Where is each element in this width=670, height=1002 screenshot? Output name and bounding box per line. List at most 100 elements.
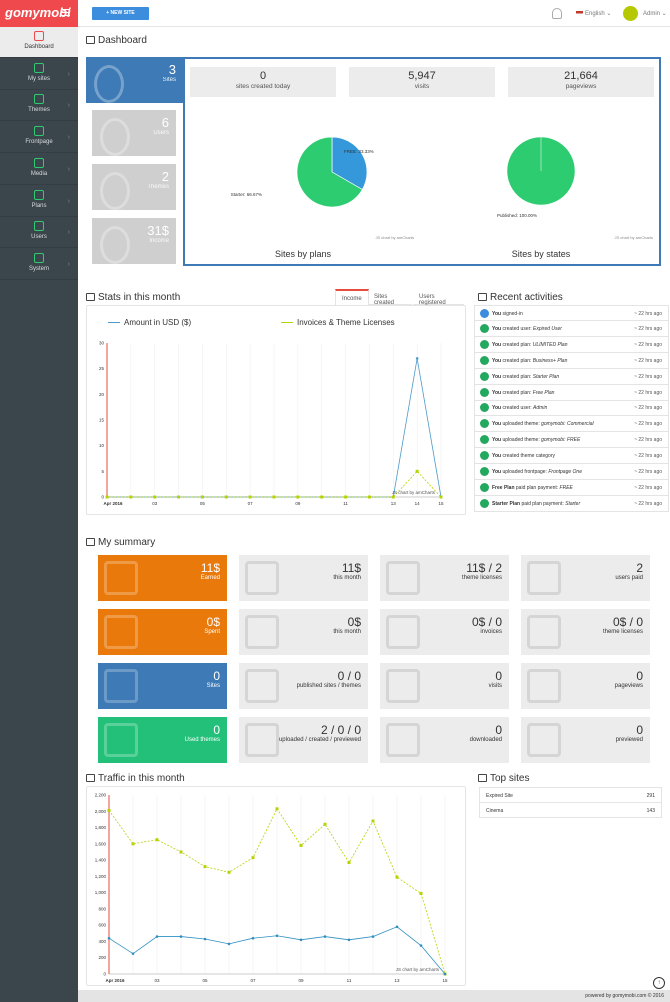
top-site-row[interactable]: Cinema 143 (479, 802, 662, 818)
tab-users-registered[interactable]: Users registered (413, 289, 464, 306)
data-point[interactable] (107, 936, 111, 940)
data-point[interactable] (155, 935, 159, 938)
tab-sites-created[interactable]: Sites created (368, 289, 412, 306)
data-point[interactable] (275, 807, 279, 811)
pie-slice[interactable] (296, 136, 363, 208)
summary-card[interactable]: 11$ / 2 theme licenses (380, 555, 509, 601)
bell-icon[interactable] (552, 8, 562, 19)
summary-card[interactable]: 11$ Earned (98, 555, 227, 601)
data-point[interactable] (227, 870, 231, 874)
data-point[interactable] (299, 938, 303, 942)
data-point[interactable] (153, 495, 157, 499)
sidebar-item-frontpage[interactable]: Frontpage › (0, 122, 78, 154)
data-point[interactable] (203, 937, 207, 941)
activity-item[interactable]: You signed-in ~ 22 hrs ago (474, 305, 669, 321)
tile-income[interactable]: 31$ Income (92, 218, 176, 264)
data-point[interactable] (439, 495, 443, 499)
activity-item[interactable]: You created user: Admin ~ 22 hrs ago (474, 400, 669, 417)
sidebar-item-plans[interactable]: Plans › (0, 186, 78, 217)
tile-sites[interactable]: 3 Sites (86, 57, 183, 103)
data-point[interactable] (129, 495, 133, 499)
sidebar-item-media[interactable]: Media › (0, 154, 78, 185)
data-point[interactable] (177, 495, 181, 499)
data-point[interactable] (251, 856, 255, 860)
top-site-row[interactable]: Expired Site 291 (479, 787, 662, 803)
summary-card[interactable]: 0 previewed (521, 717, 650, 763)
data-point[interactable] (347, 861, 351, 865)
activity-item[interactable]: Free Plan paid plan payment: FREE ~ 22 hr… (474, 479, 669, 496)
data-point[interactable] (131, 842, 135, 846)
data-point[interactable] (323, 935, 327, 938)
data-point[interactable] (371, 935, 375, 938)
activity-item[interactable]: You created user: Expired User ~ 22 hrs a… (474, 320, 669, 337)
tab-income[interactable]: Income (335, 289, 369, 305)
tile-users[interactable]: 6 Users (92, 110, 176, 156)
data-point[interactable] (367, 495, 371, 499)
data-point[interactable] (179, 850, 183, 854)
data-point[interactable] (107, 808, 111, 812)
data-point[interactable] (347, 938, 351, 942)
data-point[interactable] (203, 865, 207, 869)
activity-item[interactable]: You created theme category ~ 22 hrs ago (474, 448, 669, 465)
activity-item[interactable]: You uploaded theme: gomymobi: FREE ~ 22 h… (474, 432, 669, 449)
data-point[interactable] (419, 891, 423, 895)
summary-card[interactable]: 0 downloaded (380, 717, 509, 763)
summary-card[interactable]: 11$ this month (239, 555, 368, 601)
summary-card[interactable]: 0 pageviews (521, 663, 650, 709)
sidebar-item-themes[interactable]: Themes › (0, 90, 78, 122)
data-point[interactable] (371, 819, 375, 823)
data-point[interactable] (227, 942, 231, 946)
avatar[interactable] (623, 6, 638, 21)
activity-item[interactable]: You created plan: Free Plan ~ 22 hrs ago (474, 384, 669, 401)
pie-slice[interactable] (331, 136, 368, 190)
data-point[interactable] (272, 495, 276, 499)
data-point[interactable] (296, 495, 300, 499)
scroll-top-icon[interactable]: ↑ (653, 977, 665, 989)
sidebar-item-users[interactable]: Users › (0, 217, 78, 249)
tile-themes[interactable]: 2 Themes (92, 164, 176, 210)
data-point[interactable] (443, 972, 447, 976)
summary-card[interactable]: 0$ Spent (98, 609, 227, 655)
summary-card[interactable]: 0$ this month (239, 609, 368, 655)
summary-card[interactable]: 0$ / 0 invoices (380, 609, 509, 655)
menu-toggle-icon[interactable] (62, 9, 70, 16)
data-point[interactable] (131, 952, 135, 955)
activity-item[interactable]: You created plan: Business+ Plan ~ 22 hrs… (474, 352, 669, 369)
summary-card[interactable]: 2 / 0 / 0 uploaded / created / previewed (239, 717, 368, 763)
data-point[interactable] (275, 934, 279, 938)
data-point[interactable] (395, 875, 399, 879)
data-point[interactable] (395, 925, 399, 929)
data-point[interactable] (415, 357, 419, 360)
summary-card[interactable]: 0$ / 0 theme licenses (521, 609, 650, 655)
data-point[interactable] (320, 495, 324, 499)
data-point[interactable] (200, 495, 204, 499)
data-point[interactable] (105, 495, 109, 499)
data-point[interactable] (323, 822, 327, 826)
data-point[interactable] (391, 495, 395, 499)
summary-card[interactable]: 2 users paid (521, 555, 650, 601)
logo[interactable]: gomymobi (0, 0, 78, 27)
data-point[interactable] (179, 935, 183, 938)
summary-card[interactable]: 0 Used themes (98, 717, 227, 763)
activity-item[interactable]: You created plan: ULIMITED Plan ~ 22 hrs … (474, 336, 669, 353)
new-site-button[interactable]: + NEW SITE (92, 7, 149, 20)
sidebar-item-dashboard[interactable]: Dashboard (0, 27, 78, 58)
data-point[interactable] (415, 469, 419, 473)
language-select[interactable]: English ⌄ (576, 10, 611, 17)
data-point[interactable] (344, 495, 348, 499)
data-point[interactable] (419, 944, 423, 947)
summary-card[interactable]: 0 Sites (98, 663, 227, 709)
data-point[interactable] (248, 495, 252, 499)
summary-card[interactable]: 0 / 0 published sites / themes (239, 663, 368, 709)
data-point[interactable] (299, 843, 303, 847)
activity-item[interactable]: You uploaded frontpage: Frontpage One ~ 2… (474, 464, 669, 480)
data-point[interactable] (155, 838, 159, 842)
data-point[interactable] (251, 936, 255, 940)
user-menu[interactable]: Admin ⌄ (643, 11, 667, 17)
data-point[interactable] (224, 495, 228, 499)
sidebar-item-system[interactable]: System › (0, 249, 78, 280)
sidebar-item-my-sites[interactable]: My sites › (0, 59, 78, 90)
activity-item[interactable]: Starter Plan paid plan payment: Starter ~… (474, 495, 669, 512)
summary-card[interactable]: 0 visits (380, 663, 509, 709)
activity-item[interactable]: You created plan: Starter Plan ~ 22 hrs a… (474, 368, 669, 385)
